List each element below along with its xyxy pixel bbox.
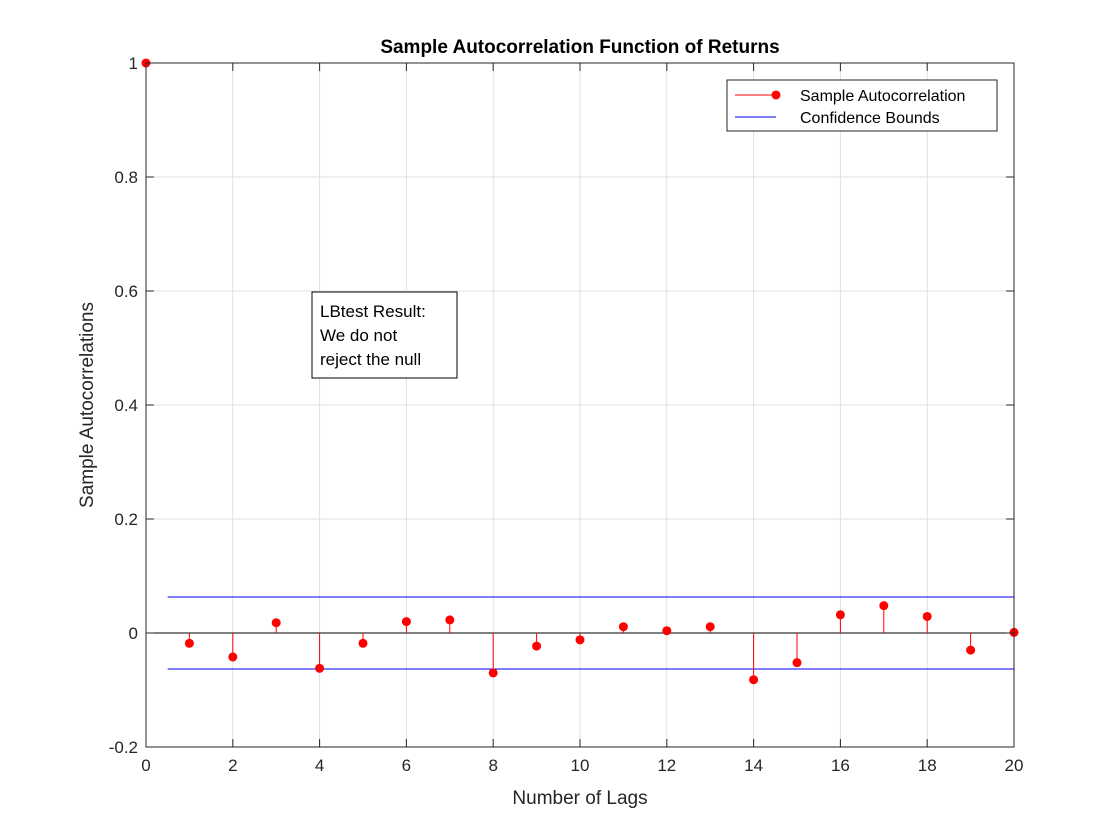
- annotation-line-3: reject the null: [320, 350, 421, 369]
- acf-point: [228, 652, 238, 662]
- acf-point: [445, 615, 455, 625]
- y-tick-label: -0.2: [109, 738, 138, 757]
- acf-point: [401, 617, 411, 627]
- confidence-bounds: [167, 596, 1014, 670]
- y-tick-label: 0.6: [114, 282, 138, 301]
- legend-marker-acf: [771, 90, 781, 100]
- x-tick-label: 2: [228, 756, 237, 775]
- acf-point: [966, 645, 976, 655]
- x-tick-label: 6: [402, 756, 411, 775]
- acf-point: [271, 618, 281, 628]
- y-tick-label: 0.8: [114, 168, 138, 187]
- acf-point: [705, 622, 715, 632]
- annotation-line-1: LBtest Result:: [320, 302, 426, 321]
- acf-point: [315, 663, 325, 673]
- x-tick-label: 18: [918, 756, 937, 775]
- acf-point: [749, 675, 759, 685]
- acf-point: [488, 668, 498, 678]
- x-tick-label: 14: [744, 756, 763, 775]
- acf-point: [532, 641, 542, 651]
- acf-point: [618, 622, 628, 632]
- axis-ticks: 0 2 4 6 8 10 12 14 16 18 20-0.200.20.40.60.81: [109, 54, 1024, 775]
- x-tick-label: 10: [571, 756, 590, 775]
- legend-label-acf: Sample Autocorrelation: [800, 88, 965, 105]
- annotation-box: [311, 291, 458, 379]
- x-tick-label: 4: [315, 756, 324, 775]
- x-axis-label: Number of Lags: [512, 788, 647, 809]
- acf-point: [184, 638, 194, 648]
- y-tick-label: 0.4: [114, 396, 138, 415]
- acf-point: [662, 626, 672, 636]
- y-tick-label: 1: [129, 54, 138, 73]
- x-tick-label: 16: [831, 756, 850, 775]
- acf-point: [792, 658, 802, 668]
- acf-point: [879, 601, 889, 611]
- legend: Sample Autocorrelation Confidence Bounds: [726, 79, 998, 132]
- y-tick-label: 0: [129, 624, 138, 643]
- y-axis-label: Sample Autocorrelations: [77, 302, 98, 508]
- acf-point: [358, 638, 368, 648]
- acf-point: [922, 611, 932, 621]
- y-tick-label: 0.2: [114, 510, 138, 529]
- annotation-line-2: We do not: [320, 326, 397, 345]
- axes-box: [145, 62, 1015, 748]
- acf-point: [835, 610, 845, 620]
- chart-title: Sample Autocorrelation Function of Retur…: [380, 37, 779, 58]
- x-tick-label: 8: [488, 756, 497, 775]
- x-tick-label: 0: [141, 756, 150, 775]
- legend-label-bounds: Confidence Bounds: [800, 110, 940, 127]
- legend-box: [726, 79, 998, 132]
- x-tick-label: 12: [657, 756, 676, 775]
- x-tick-label: 20: [1005, 756, 1024, 775]
- lbtest-annotation: LBtest Result: We do not reject the null: [311, 291, 458, 379]
- acf-point: [575, 635, 585, 645]
